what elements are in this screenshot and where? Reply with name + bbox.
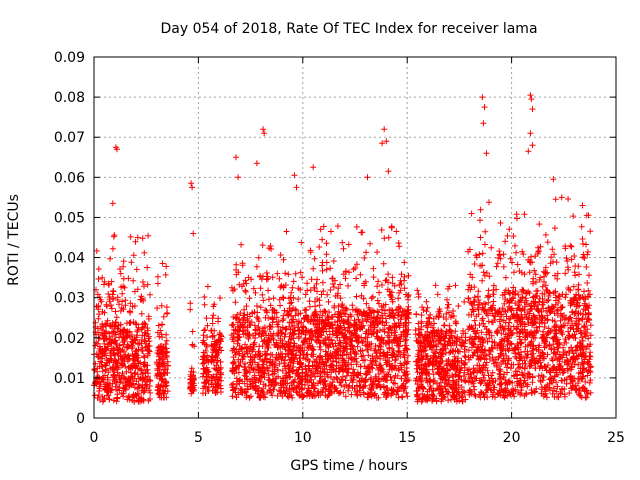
y-tick-label: 0.01	[54, 371, 85, 387]
x-tick-label: 20	[503, 430, 521, 446]
y-axis-label: ROTI / TECUs	[6, 194, 22, 286]
y-tick-label: 0.05	[54, 210, 85, 226]
plot-frame	[93, 56, 617, 419]
x-tick-label: 0	[90, 430, 99, 446]
x-tick-label: 10	[294, 430, 312, 446]
x-tick-label: 25	[607, 430, 625, 446]
y-tick-label: 0.03	[54, 291, 85, 307]
axes: 0 0.01 0.02 0.03 0.04 0.05 0.06 0.07 0.08 0.09 0 5 1…	[54, 50, 625, 446]
y-tick-label: 0.04	[54, 251, 85, 267]
y-tick-label: 0.09	[54, 50, 85, 66]
y-tick-label: 0.02	[54, 331, 85, 347]
y-tick-label: 0.08	[54, 90, 85, 106]
y-tick-label: 0	[76, 411, 85, 427]
y-tick-label: 0.06	[54, 170, 85, 186]
data-points	[91, 92, 594, 405]
scatter-plus-markers	[91, 92, 594, 405]
x-axis-label: GPS time / hours	[290, 458, 407, 474]
y-tick-label: 0.07	[54, 130, 85, 146]
chart-title: Day 054 of 2018, Rate Of TEC Index for r…	[160, 21, 537, 37]
x-tick-label: 15	[398, 430, 416, 446]
x-tick-label: 5	[194, 430, 203, 446]
